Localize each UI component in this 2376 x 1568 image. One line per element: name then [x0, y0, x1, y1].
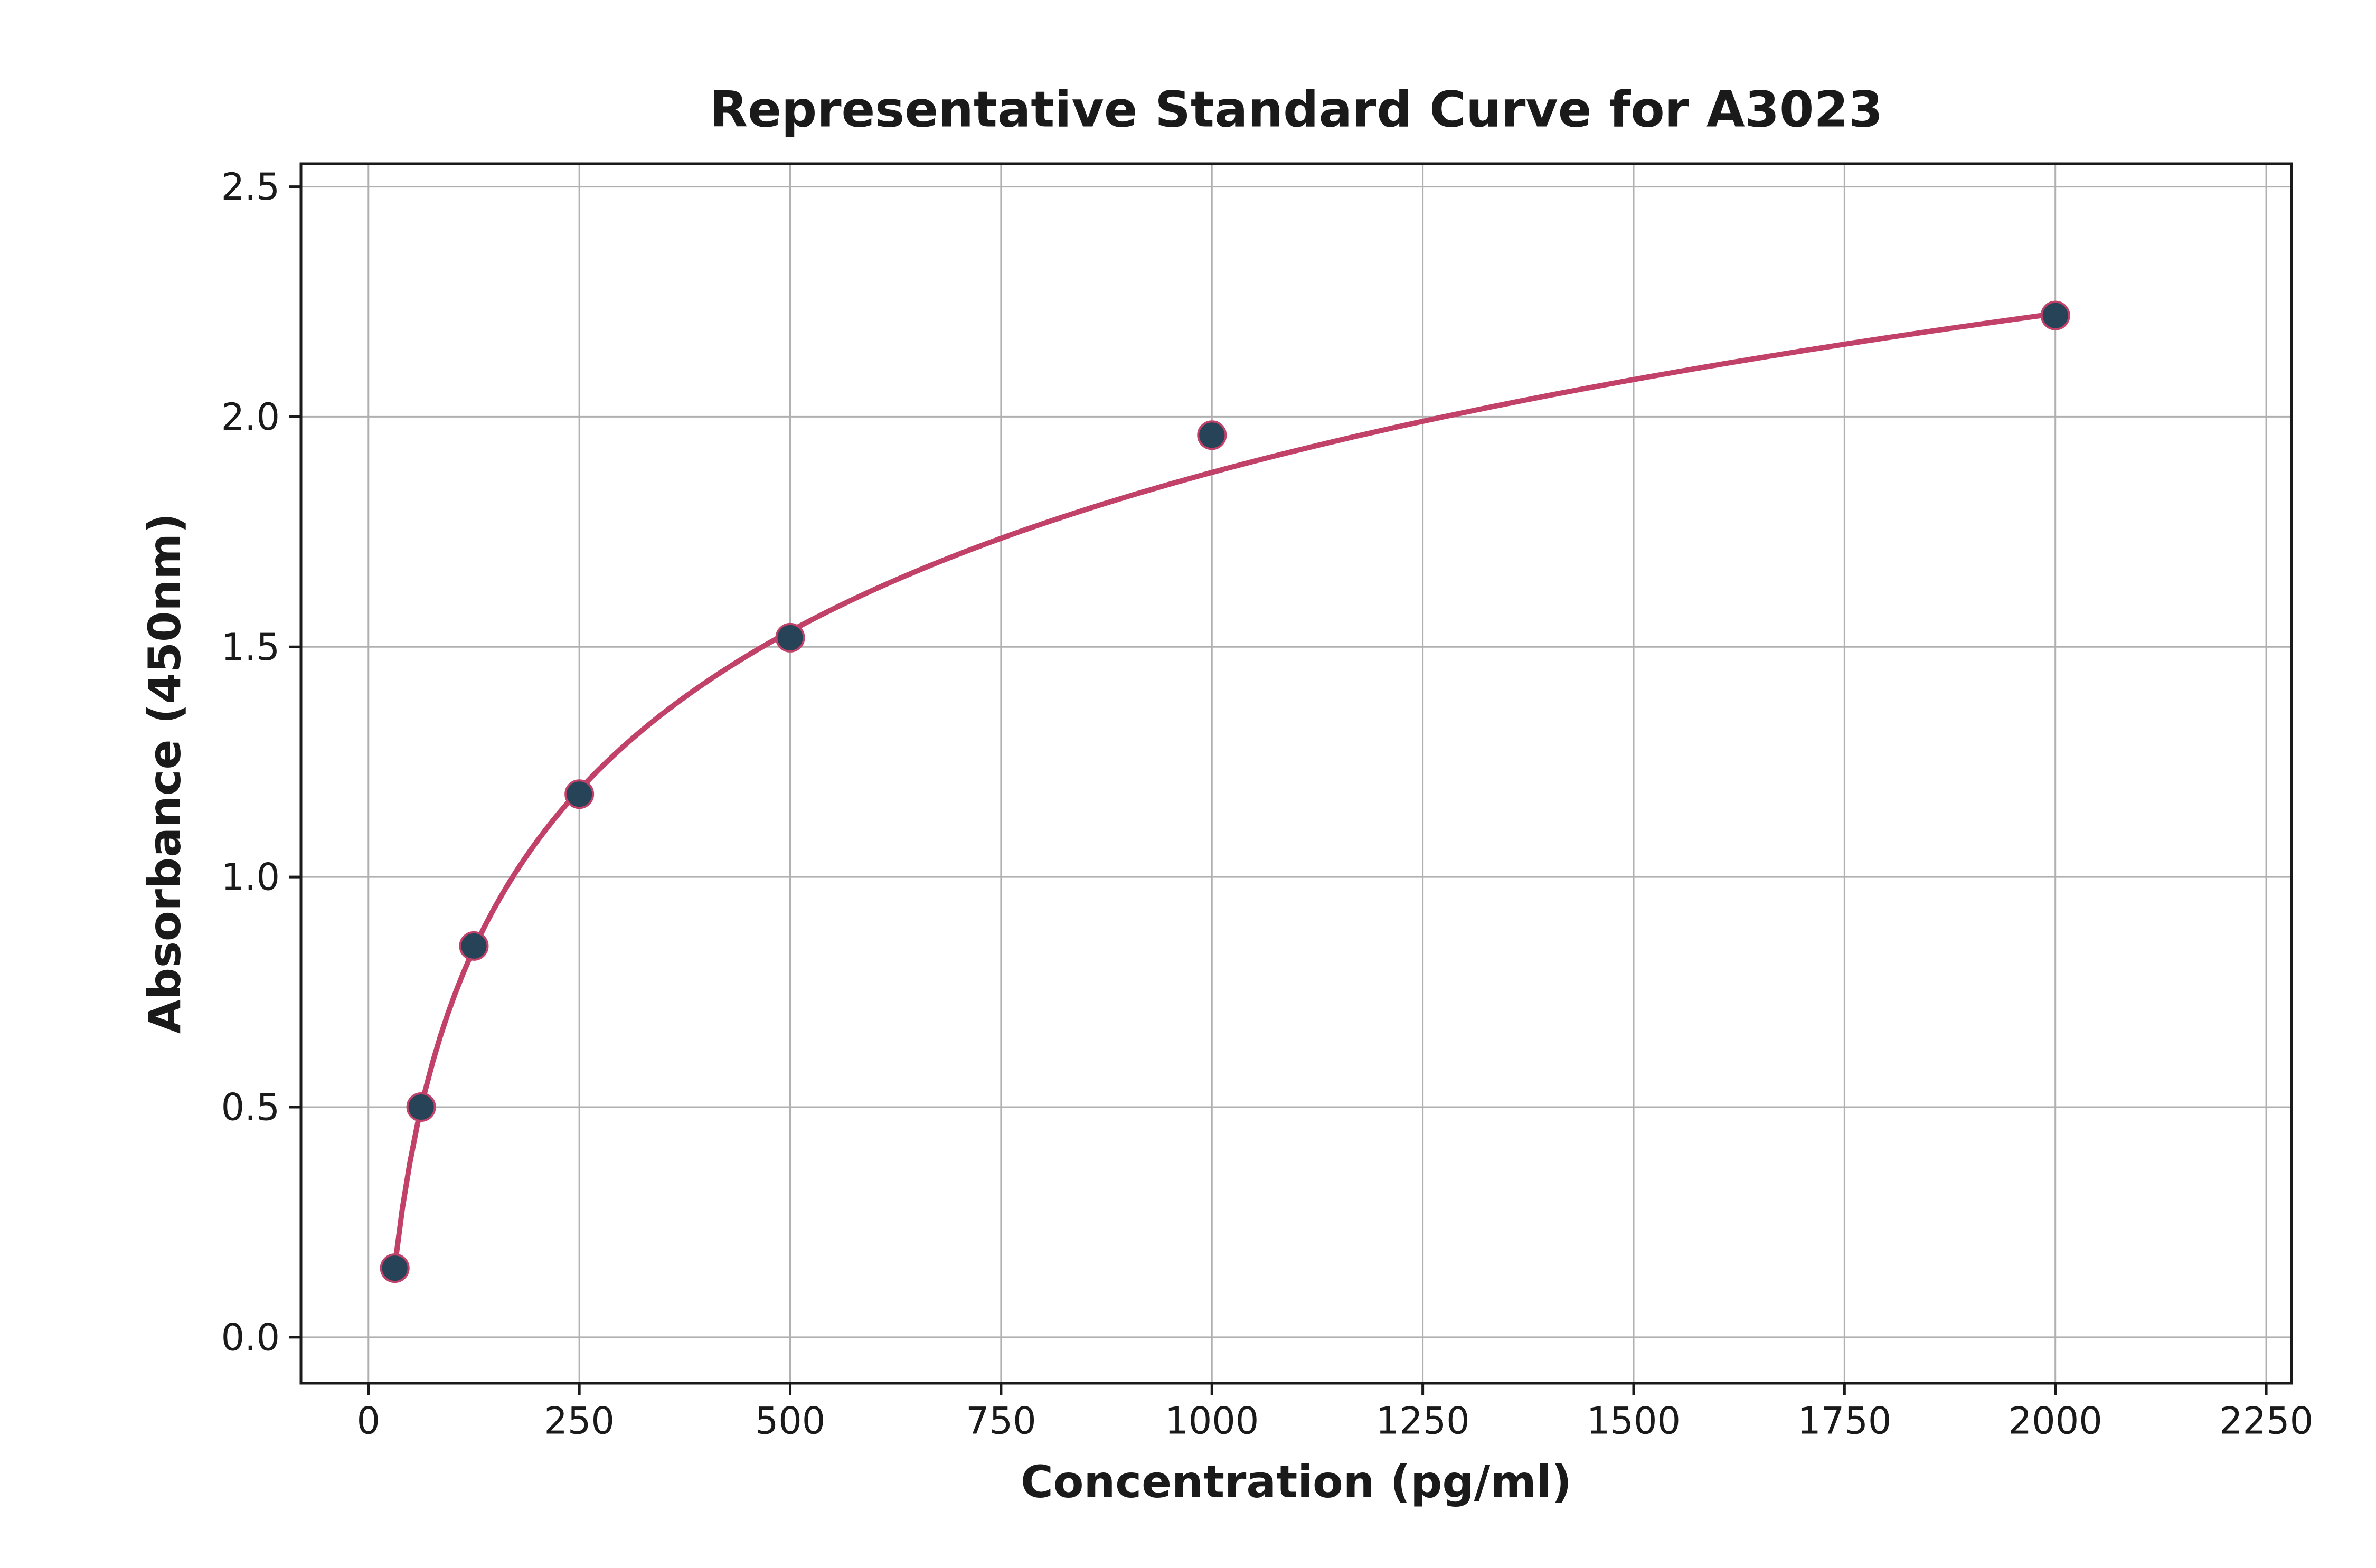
data-point: [1198, 421, 1225, 449]
data-point: [460, 932, 487, 960]
data-point: [777, 624, 804, 651]
y-tick-label: 0.0: [221, 1316, 280, 1359]
plot-bg: [301, 164, 2292, 1383]
y-tick-label: 1.0: [221, 856, 280, 899]
data-point: [2042, 302, 2069, 329]
x-tick-label: 1250: [1376, 1400, 1470, 1443]
standard-curve-chart: 0 250 500 750 1000 1250 1500 1750 2000 2250 0.0 0.5…: [0, 0, 2376, 1568]
chart-title: Representative Standard Curve for A3023: [710, 81, 1883, 139]
y-tick-label: 0.5: [221, 1085, 280, 1129]
data-point: [565, 780, 593, 808]
y-tick-label: 1.5: [221, 626, 280, 669]
x-tick-label: 1000: [1165, 1400, 1259, 1443]
x-tick-label: 1500: [1587, 1400, 1681, 1443]
x-tick-label: 0: [357, 1400, 381, 1443]
x-tick-label: 2250: [2219, 1400, 2313, 1443]
x-tick-label: 750: [966, 1400, 1036, 1443]
y-tick-label: 2.5: [221, 165, 280, 209]
x-tick-label: 2000: [2009, 1400, 2102, 1443]
y-axis-label: Absorbance (450nm): [139, 513, 191, 1034]
data-point: [408, 1093, 435, 1121]
x-axis-label: Concentration (pg/ml): [1021, 1456, 1572, 1508]
chart-svg: 0 250 500 750 1000 1250 1500 1750 2000 2250 0.0 0.5…: [0, 0, 2376, 1568]
x-tick-label: 1750: [1797, 1400, 1891, 1443]
y-tick-label: 2.0: [221, 395, 280, 439]
x-tick-label: 500: [755, 1400, 826, 1443]
data-point: [381, 1254, 409, 1282]
x-tick-label: 250: [544, 1400, 615, 1443]
